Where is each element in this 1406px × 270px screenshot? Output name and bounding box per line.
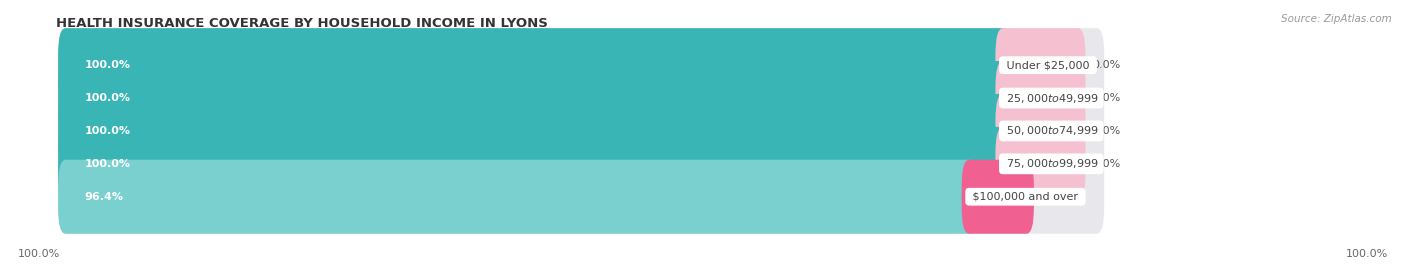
Text: 3.7%: 3.7% (1040, 192, 1069, 202)
FancyBboxPatch shape (995, 127, 1085, 201)
Text: $50,000 to $74,999: $50,000 to $74,999 (1002, 124, 1099, 137)
Text: HEALTH INSURANCE COVERAGE BY HOUSEHOLD INCOME IN LYONS: HEALTH INSURANCE COVERAGE BY HOUSEHOLD I… (56, 17, 548, 30)
Text: $75,000 to $99,999: $75,000 to $99,999 (1002, 157, 1099, 170)
FancyBboxPatch shape (58, 61, 1011, 135)
Text: Source: ZipAtlas.com: Source: ZipAtlas.com (1281, 14, 1392, 23)
FancyBboxPatch shape (995, 94, 1085, 168)
Text: 0.0%: 0.0% (1092, 159, 1121, 169)
Text: 0.0%: 0.0% (1092, 60, 1121, 70)
FancyBboxPatch shape (995, 28, 1085, 102)
FancyBboxPatch shape (58, 160, 1104, 234)
Legend: With Coverage, Without Coverage: With Coverage, Without Coverage (374, 269, 637, 270)
Text: 100.0%: 100.0% (84, 126, 131, 136)
FancyBboxPatch shape (58, 127, 1011, 201)
FancyBboxPatch shape (58, 61, 1104, 135)
Text: 100.0%: 100.0% (18, 249, 60, 259)
Text: 100.0%: 100.0% (1346, 249, 1388, 259)
FancyBboxPatch shape (58, 28, 1011, 102)
Text: 96.4%: 96.4% (84, 192, 124, 202)
Text: $100,000 and over: $100,000 and over (969, 192, 1081, 202)
FancyBboxPatch shape (995, 61, 1085, 135)
FancyBboxPatch shape (58, 94, 1104, 168)
Text: 0.0%: 0.0% (1092, 126, 1121, 136)
Text: Under $25,000: Under $25,000 (1002, 60, 1092, 70)
FancyBboxPatch shape (58, 28, 1104, 102)
Text: $25,000 to $49,999: $25,000 to $49,999 (1002, 92, 1099, 104)
Text: 100.0%: 100.0% (84, 93, 131, 103)
Text: 100.0%: 100.0% (84, 60, 131, 70)
FancyBboxPatch shape (962, 160, 1033, 234)
Text: 0.0%: 0.0% (1092, 93, 1121, 103)
Text: 100.0%: 100.0% (84, 159, 131, 169)
FancyBboxPatch shape (58, 94, 1011, 168)
FancyBboxPatch shape (58, 160, 977, 234)
FancyBboxPatch shape (58, 127, 1104, 201)
